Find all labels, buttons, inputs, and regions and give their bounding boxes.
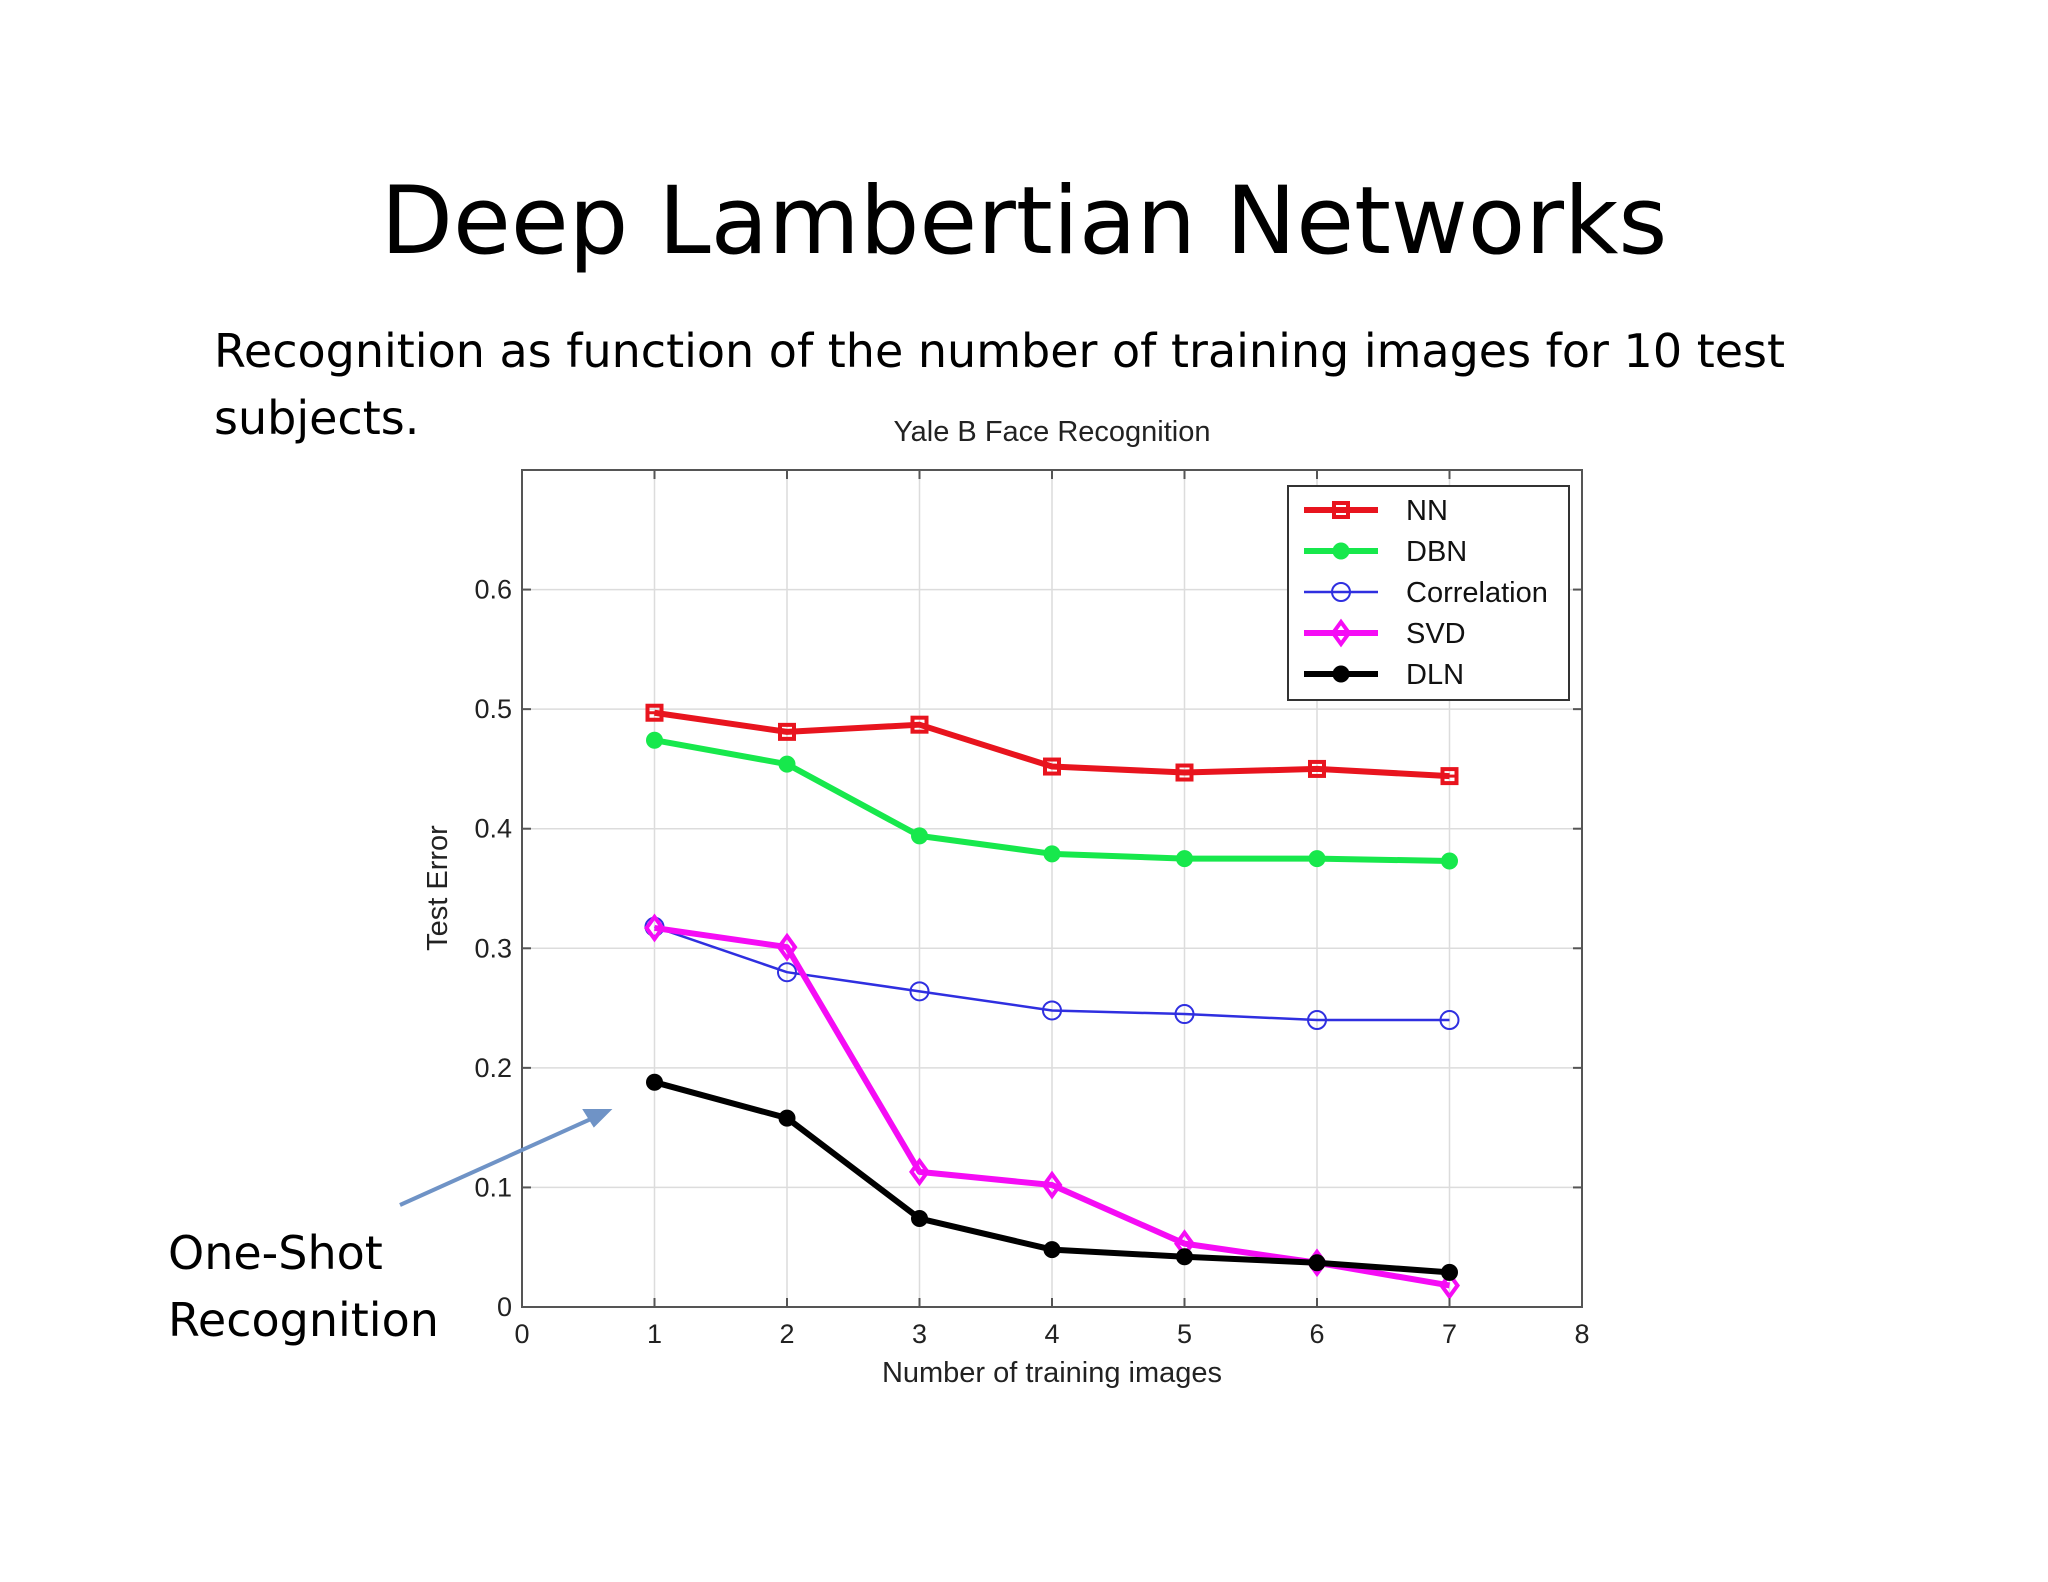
data-point-dbn xyxy=(911,827,928,845)
data-point-svd xyxy=(1439,1271,1460,1300)
x-tick-label: 3 xyxy=(912,1319,927,1349)
data-point-correlation xyxy=(777,962,797,983)
series-dbn xyxy=(646,731,1458,870)
data-point-dln xyxy=(778,1109,796,1127)
chart-title: Yale B Face Recognition xyxy=(893,416,1210,448)
legend-entry-correlation: Correlation xyxy=(1304,577,1548,609)
legend: NN DBN Correlation SVD DLN xyxy=(1287,485,1570,701)
legend-entry-dbn: DBN xyxy=(1304,536,1467,568)
data-point-correlation xyxy=(909,981,930,1002)
x-tick-label: 4 xyxy=(1044,1319,1059,1349)
legend-entry-dln: DLN xyxy=(1304,659,1464,691)
legend-marker-correlation xyxy=(1331,582,1351,602)
data-point-correlation xyxy=(1174,1004,1195,1025)
data-point-dbn xyxy=(1176,850,1193,868)
arrow-shaft xyxy=(399,1112,603,1207)
legend-marker-dln xyxy=(1332,665,1350,683)
y-tick-label: 0.5 xyxy=(474,694,512,724)
arrow-head xyxy=(582,1109,613,1128)
data-point-nn xyxy=(778,722,796,741)
y-axis-label: Test Error xyxy=(422,825,454,951)
x-tick-label: 2 xyxy=(779,1319,794,1349)
data-point-dln xyxy=(1176,1248,1193,1266)
data-point-dln xyxy=(1043,1241,1061,1259)
y-tick-label: 0.3 xyxy=(474,933,512,963)
data-point-correlation xyxy=(1307,1010,1327,1031)
data-point-svd xyxy=(644,913,665,943)
data-point-dbn xyxy=(778,755,796,773)
data-point-dln xyxy=(646,1073,663,1091)
data-point-nn xyxy=(1175,763,1194,782)
slide-subtitle: Recognition as function of the number of… xyxy=(214,324,1786,445)
one-shot-annotation: One-Shot Recognition xyxy=(168,1220,439,1354)
data-point-nn xyxy=(1308,759,1326,778)
legend-label-nn: NN xyxy=(1406,495,1448,527)
data-point-correlation xyxy=(1439,1010,1460,1031)
data-point-svd xyxy=(909,1157,930,1187)
data-point-nn xyxy=(645,703,664,722)
legend-label-dbn: DBN xyxy=(1406,536,1467,568)
x-tick-label: 7 xyxy=(1442,1319,1457,1349)
data-point-dbn xyxy=(1043,845,1061,863)
legend-entry-svd: SVD xyxy=(1304,618,1466,650)
legend-marker-svd xyxy=(1330,618,1352,648)
y-tick-label: 0.4 xyxy=(474,814,512,844)
x-tick-label: 8 xyxy=(1574,1319,1589,1349)
data-point-dbn xyxy=(1441,852,1458,870)
data-point-nn xyxy=(910,715,929,734)
y-tick-label: 0.2 xyxy=(474,1053,512,1083)
legend-label-dln: DLN xyxy=(1406,659,1464,691)
y-tick-label: 0.1 xyxy=(474,1172,512,1202)
slide-title: Deep Lambertian Networks xyxy=(380,167,1668,276)
axes: 0 1 2 3 4 5 6 7 8 0 0.1 0.2 0.3 0.4 0.5 0.6 xyxy=(474,469,1590,1349)
data-point-nn xyxy=(1043,757,1061,776)
legend-marker-nn xyxy=(1332,501,1350,519)
data-point-svd xyxy=(1041,1170,1063,1200)
data-point-dbn xyxy=(646,731,663,749)
series-group xyxy=(644,703,1460,1300)
x-tick-label: 5 xyxy=(1177,1319,1192,1349)
one-shot-arrow xyxy=(399,1109,613,1207)
x-axis-label: Number of training images xyxy=(882,1357,1222,1389)
data-point-dln xyxy=(911,1210,928,1228)
data-point-dln xyxy=(1441,1263,1458,1281)
annotation-line-2: Recognition xyxy=(168,1293,439,1347)
data-point-dbn xyxy=(1308,850,1326,868)
y-tick-label: 0 xyxy=(497,1292,512,1322)
data-point-svd xyxy=(776,932,798,962)
series-dln xyxy=(646,1073,1458,1281)
legend-entry-nn: NN xyxy=(1304,495,1448,527)
data-point-dln xyxy=(1308,1254,1326,1272)
legend-label-correlation: Correlation xyxy=(1406,577,1548,609)
y-tick-label: 0.6 xyxy=(474,575,512,605)
data-point-correlation xyxy=(1042,1000,1062,1021)
x-tick-label: 0 xyxy=(514,1319,529,1349)
x-tick-label: 1 xyxy=(647,1319,662,1349)
series-nn xyxy=(645,703,1459,786)
legend-marker-dbn xyxy=(1332,542,1350,560)
annotation-line-1: One-Shot xyxy=(168,1226,383,1280)
x-tick-label: 6 xyxy=(1309,1319,1324,1349)
data-point-nn xyxy=(1440,767,1459,786)
series-line-correlation xyxy=(654,925,1450,1022)
legend-label-svd: SVD xyxy=(1406,618,1466,650)
